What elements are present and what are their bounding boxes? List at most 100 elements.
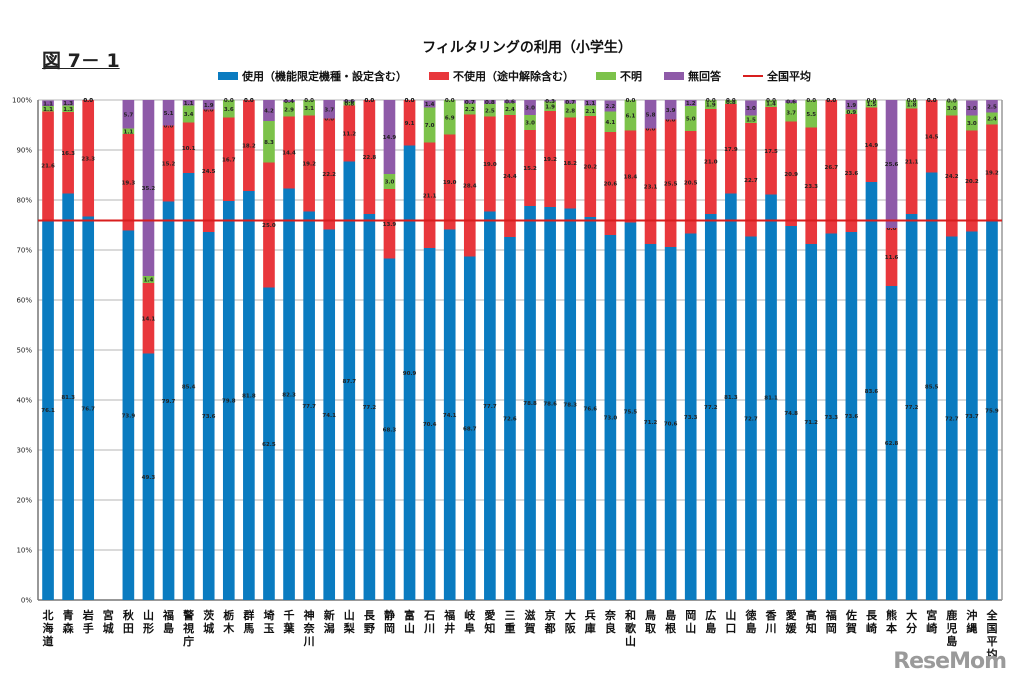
data-label-unknown: 0.0 [826, 98, 836, 104]
bar-segment-use [363, 214, 376, 600]
bar-segment-use [905, 214, 918, 600]
data-label-unknown: 1.8 [907, 102, 917, 108]
data-label-unknown: 0.0 [83, 98, 93, 104]
bar-segment-nouse [162, 125, 175, 202]
bar-segment-use [564, 208, 577, 600]
data-label-unknown: 0.0 [887, 226, 897, 232]
bar-segment-nouse [624, 130, 637, 223]
data-label-use: 79.8 [222, 399, 236, 405]
data-label-noanswer: 0.6 [786, 100, 796, 106]
legend-item-nouse: 不使用（途中解除含む） [429, 68, 574, 84]
bar-segment-nouse [845, 114, 858, 232]
data-label-nouse: 19.2 [985, 171, 999, 177]
bar-segment-nouse [82, 100, 95, 217]
bar-segment-nouse [504, 115, 516, 237]
x-category-label: 鹿 [946, 608, 957, 622]
data-label-unknown: 1.5 [746, 117, 756, 123]
bar-segment-use [283, 188, 295, 600]
data-label-use: 78.6 [543, 402, 557, 408]
x-category-label: 口 [725, 622, 736, 635]
bar-segment-noanswer [684, 100, 697, 106]
data-label-nouse: 26.7 [825, 165, 839, 171]
data-label-use: 81.3 [724, 395, 738, 401]
bar-segment-use [704, 214, 717, 600]
bar-segment-unknown [122, 128, 135, 134]
data-label-unknown: 0.9 [847, 110, 857, 116]
bar-segment-unknown [865, 100, 878, 108]
x-category-label: 岐 [464, 608, 476, 622]
x-category-label: 玉 [263, 622, 274, 635]
bar-segment-nouse [905, 108, 918, 214]
data-label-use: 76.7 [81, 406, 95, 412]
data-label-use: 73.3 [825, 415, 839, 421]
bar-segment-noanswer [423, 100, 436, 108]
x-category-label: 均 [986, 647, 997, 661]
x-category-label: 奈 [604, 608, 617, 622]
bar-segment-nouse [62, 112, 74, 194]
bar-segment-use [624, 222, 637, 600]
data-label-nouse: 22.2 [322, 172, 336, 178]
y-tick-label: 50% [16, 347, 32, 355]
data-label-use: 81.3 [61, 395, 75, 401]
data-label-use: 85.5 [925, 384, 939, 390]
bar-segment-unknown [986, 112, 998, 125]
data-label-nouse: 16.7 [222, 157, 236, 163]
data-label-noanswer: 0.0 [626, 98, 636, 104]
bar-segment-unknown [785, 103, 797, 122]
x-category-label: 島 [163, 621, 174, 635]
data-label-noanswer: 0.0 [405, 98, 415, 104]
x-category-label: 分 [906, 621, 917, 635]
x-category-label: 埼 [263, 608, 274, 622]
bar-segment-nouse [885, 228, 898, 286]
bar-segment-use [82, 216, 95, 600]
figure-label: 図 7－ 1 [42, 50, 120, 72]
bar-segment-unknown [584, 105, 597, 116]
bar-segment-noanswer [484, 100, 496, 104]
bar-segment-use [966, 231, 978, 600]
data-label-unknown: 2.1 [585, 109, 595, 115]
data-label-nouse: 10.1 [182, 146, 196, 152]
data-label-use: 72.7 [744, 416, 758, 422]
bar-segment-nouse [122, 134, 135, 231]
watermark-logo: ReseMom [893, 649, 1007, 674]
bar-segment-use [745, 236, 757, 600]
data-label-unknown: 0.0 [324, 117, 334, 123]
data-label-noanswer: 1.1 [184, 101, 194, 107]
x-category-label: 山 [685, 621, 696, 635]
bar-segment-noanswer [62, 100, 74, 106]
x-category-label: 歌 [625, 621, 637, 635]
data-label-use: 81.8 [242, 394, 256, 400]
data-label-unknown: 3.6 [224, 107, 234, 113]
data-label-nouse: 14.9 [865, 143, 879, 149]
x-category-label: 福 [162, 608, 174, 622]
data-label-use: 73.7 [965, 414, 979, 420]
data-label-nouse: 24.2 [945, 174, 959, 180]
bar-segment-unknown [725, 100, 737, 104]
bar-segment-nouse [343, 105, 356, 162]
x-category-label: 山 [725, 608, 736, 622]
bar-segment-use [524, 206, 536, 600]
bar-segment-use [423, 248, 436, 600]
bar-segment-nouse [42, 111, 54, 220]
data-label-use: 74.8 [784, 411, 798, 417]
bar-segment-nouse [604, 132, 617, 235]
data-label-noanswer: 0.0 [826, 98, 836, 104]
x-category-label: 福 [443, 608, 455, 622]
data-label-unknown: 2.4 [987, 117, 997, 123]
data-label-noanswer: 1.1 [585, 101, 595, 107]
x-category-label: 長 [364, 609, 376, 622]
data-label-noanswer: 0.0 [224, 98, 234, 104]
data-label-nouse: 15.2 [523, 166, 537, 172]
data-label-use: 62.8 [885, 441, 899, 447]
bar-segment-nouse [725, 104, 737, 194]
data-label-noanswer: 0.8 [485, 100, 495, 106]
x-category-label: 野 [364, 622, 375, 635]
bar-segment-nouse [684, 131, 697, 234]
data-label-noanswer: 35.2 [142, 186, 156, 192]
x-category-label: 馬 [243, 622, 254, 635]
legend-item-average: 全国平均 [743, 68, 811, 84]
bar-segment-noanswer [584, 100, 597, 106]
bar-segment-nouse [222, 117, 235, 201]
bar-segment-use [544, 207, 556, 600]
data-label-use: 81.1 [764, 395, 778, 401]
